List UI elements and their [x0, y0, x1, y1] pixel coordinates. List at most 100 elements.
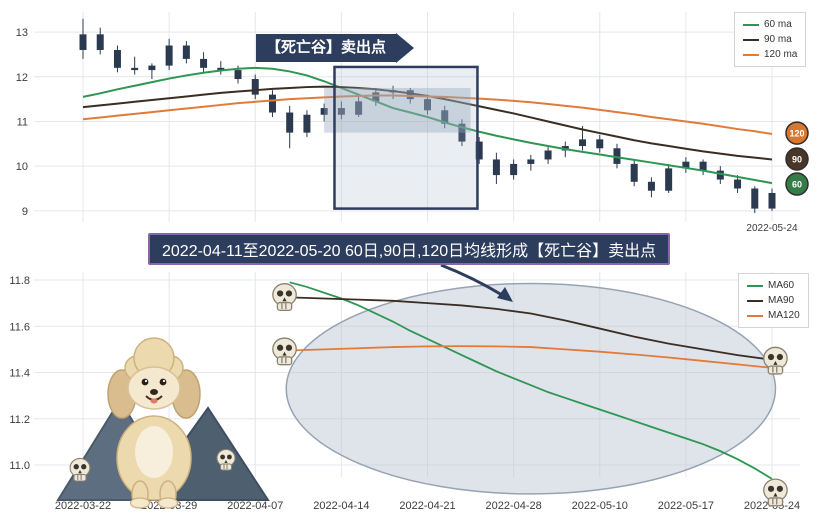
x-tick-label: 2022-05-17 [658, 500, 714, 512]
legend-item: MA90 [747, 293, 800, 308]
candle-body [665, 168, 673, 191]
ma-value-badge [785, 121, 809, 145]
top-chart-legend: 60 ma 90 ma 120 ma [734, 12, 807, 67]
x-tick-label: 2022-04-21 [399, 500, 455, 512]
candle-body [441, 110, 449, 124]
ma-badge-label: 120 [789, 129, 804, 139]
candle-body [768, 192, 776, 209]
candle-body [337, 108, 345, 115]
skull-icon [272, 283, 297, 311]
legend-label: MA90 [768, 295, 795, 306]
legend-label: 120 ma [764, 49, 798, 60]
ma-line-ma120 [289, 345, 773, 369]
candle-body [424, 99, 431, 111]
ma-line-ma120 [82, 94, 773, 135]
banner-arrow [440, 263, 503, 297]
candle-body [527, 159, 535, 164]
legend-item: 120 ma [743, 47, 797, 62]
y-tick-label: 11.0 [9, 460, 30, 472]
x-tick-label: 2022-04-07 [227, 500, 283, 512]
candle-body [647, 181, 655, 191]
candle-body [113, 49, 121, 68]
ma-value-badge [785, 172, 809, 196]
candle-body [355, 101, 363, 115]
callout-arrow-icon [396, 33, 415, 63]
y-tick-label: 12 [16, 72, 28, 84]
legend-swatch-ma90 [743, 38, 759, 41]
candle-body [303, 114, 311, 133]
top-candlestick-chart: 13 12 11 10 9 2022-05-24 120 90 60 [16, 12, 809, 234]
candle-body [475, 141, 483, 160]
legend-item: 60 ma [743, 17, 797, 32]
legend-label: 60 ma [764, 19, 792, 30]
y-tick-label: 11.8 [9, 275, 30, 287]
y-tick-label: 9 [22, 206, 28, 218]
y-tick-label: 11.2 [9, 414, 30, 426]
y-tick-label: 10 [16, 161, 28, 173]
ma-badge-label: 90 [792, 154, 802, 164]
ma-line-ma60 [82, 66, 773, 185]
legend-item: MA120 [747, 308, 800, 323]
candle-body [286, 112, 294, 133]
legend-swatch-ma90 [747, 299, 763, 302]
legend-swatch-ma60 [747, 284, 763, 287]
candle-body [699, 161, 707, 171]
banner-arrowhead-icon [497, 287, 513, 302]
x-tick-label: 2022-04-14 [313, 500, 369, 512]
y-tick-label: 13 [16, 27, 28, 39]
candle-body [96, 34, 104, 50]
candle-body [510, 163, 518, 176]
candle-body [320, 108, 328, 115]
x-tick-label: 2022-05-10 [572, 500, 628, 512]
candle-body [217, 67, 225, 71]
candle-body [200, 58, 208, 68]
death-valley-highlight-box [333, 65, 479, 210]
candle-body [613, 148, 621, 164]
candle-body [406, 90, 414, 100]
legend-label: 90 ma [764, 34, 792, 45]
candle-body [79, 34, 87, 50]
candle-body [716, 170, 724, 180]
bottom-chart-legend: MA60 MA90 MA120 [738, 273, 809, 328]
sell-point-callout-label: 【死亡谷】卖出点 [256, 34, 397, 62]
ma-line-ma60 [289, 281, 773, 480]
candle-body [234, 70, 242, 80]
y-tick-label: 11.4 [9, 368, 30, 380]
candle-body [630, 163, 638, 182]
candle-body [734, 179, 742, 189]
legend-label: MA60 [768, 280, 795, 291]
candle-body [268, 94, 276, 113]
x-tick-label: 2022-05-24 [746, 223, 798, 234]
ma-value-badge [785, 147, 809, 171]
x-tick-label: 2022-04-28 [485, 500, 541, 512]
candle-body [544, 150, 552, 160]
bottom-ma-line-chart: 2022-03-222022-03-292022-04-072022-04-14… [9, 263, 800, 512]
candle-body [131, 67, 139, 71]
candle-body [596, 139, 604, 149]
legend-swatch-ma60 [743, 23, 759, 26]
legend-swatch-ma120 [747, 314, 763, 317]
death-valley-ellipse [285, 282, 777, 495]
legend-item: MA60 [747, 278, 800, 293]
banner-title: 2022-04-11至2022-05-20 60日,90日,120日均线形成【死… [148, 233, 671, 265]
ma-badge-label: 60 [792, 180, 802, 190]
poodle-mountain-illustration [56, 337, 270, 509]
candle-body [182, 45, 190, 59]
x-tick-label: 2022-03-22 [55, 500, 111, 512]
inner-highlight-region [324, 87, 471, 133]
candle-body [148, 65, 156, 71]
candle-body [492, 159, 500, 176]
candle-body [372, 92, 380, 102]
legend-label: MA120 [768, 310, 800, 321]
legend-item: 90 ma [743, 32, 797, 47]
candle-body [165, 45, 173, 66]
candle-body [579, 139, 587, 147]
ma-line-ma90 [289, 296, 773, 361]
poodle-dog [107, 337, 201, 509]
candle-body [751, 188, 759, 209]
candle-body [458, 123, 466, 142]
y-tick-label: 11 [17, 116, 28, 128]
skull-icon [272, 337, 297, 366]
y-tick-label: 11.6 [9, 321, 30, 333]
